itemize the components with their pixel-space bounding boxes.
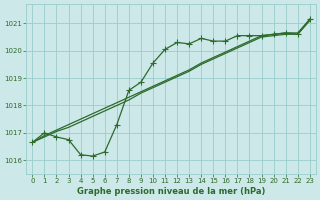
X-axis label: Graphe pression niveau de la mer (hPa): Graphe pression niveau de la mer (hPa) — [77, 187, 265, 196]
